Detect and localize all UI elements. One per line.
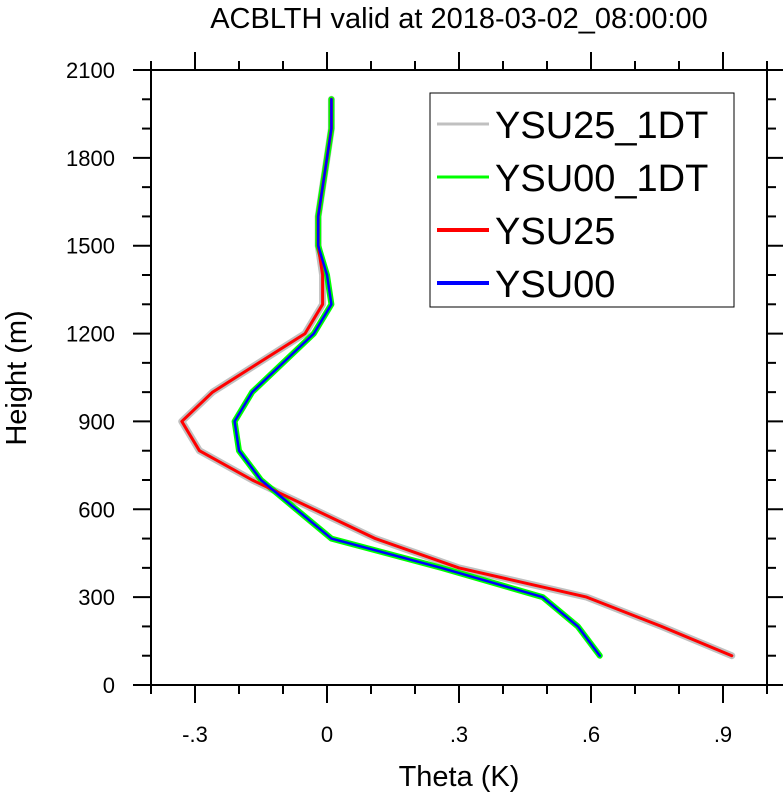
x-tick-label: -.3 bbox=[182, 722, 208, 747]
x-tick-label: .3 bbox=[450, 722, 468, 747]
plot-frame bbox=[150, 69, 768, 686]
x-tick-label: .9 bbox=[714, 722, 732, 747]
y-tick-label: 0 bbox=[103, 673, 115, 698]
legend-label: YSU25 bbox=[495, 211, 615, 253]
series-line-ysu00 bbox=[233, 98, 602, 657]
legend-box bbox=[429, 92, 735, 308]
x-tick-label: 0 bbox=[321, 722, 333, 747]
legend-label: YSU00 bbox=[495, 264, 615, 306]
legend-label: YSU25_1DT bbox=[495, 105, 708, 147]
y-tick-label: 900 bbox=[78, 409, 115, 434]
series-layer bbox=[178, 95, 736, 660]
y-tick-label: 300 bbox=[78, 585, 115, 610]
y-tick-label: 1500 bbox=[66, 234, 115, 259]
y-axis-title: Height (m) bbox=[1, 310, 33, 445]
chart-title: ACBLTH valid at 2018-03-02_08:00:00 bbox=[210, 3, 708, 35]
y-tick-label: 2100 bbox=[66, 58, 115, 83]
legend: YSU25_1DT YSU00_1DT YSU25 YSU00 bbox=[429, 92, 735, 308]
x-tick-label: .6 bbox=[582, 722, 600, 747]
x-axis-title: Theta (K) bbox=[399, 761, 520, 793]
ticks-layer: 0 300 600 900 1200 1500 1800 2100 -.3 0 .3 .6 .9 bbox=[66, 52, 783, 747]
y-tick-label: 1800 bbox=[66, 146, 115, 171]
y-tick-label: 600 bbox=[78, 497, 115, 522]
legend-label: YSU00_1DT bbox=[495, 158, 708, 200]
y-tick-label: 1200 bbox=[66, 322, 115, 347]
